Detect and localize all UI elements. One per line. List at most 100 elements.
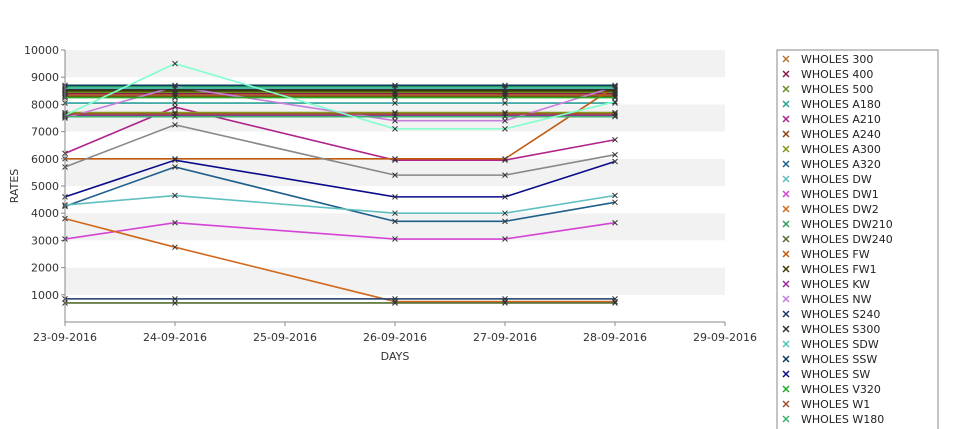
data-point <box>612 113 618 120</box>
legend-marker <box>782 325 790 333</box>
data-point <box>612 94 618 101</box>
legend-marker <box>782 85 790 93</box>
data-point <box>392 100 398 106</box>
data-point <box>502 94 508 101</box>
data-point <box>172 60 178 67</box>
data-point <box>172 164 178 170</box>
legend-item: WHOLES A240 <box>782 128 881 141</box>
legend-marker <box>782 115 790 123</box>
data-point <box>612 199 618 206</box>
legend-marker <box>782 340 790 348</box>
data-point <box>392 194 398 200</box>
data-point <box>392 94 398 101</box>
data-point <box>172 296 178 302</box>
legend-label: WHOLES W1 <box>801 398 870 411</box>
legend-marker <box>782 70 790 78</box>
legend-marker <box>782 385 790 393</box>
legend-item: WHOLES NW <box>782 293 872 306</box>
legend-label: WHOLES NW <box>801 293 872 306</box>
x-axis-ticks: 23-09-2016 24-09-2016 25-09-2016 26-09-2016… <box>33 322 757 344</box>
legend-marker <box>782 235 790 243</box>
legend-label: WHOLES A320 <box>801 158 881 171</box>
y-axis-label: RATES <box>8 169 21 204</box>
legend-label: WHOLES A300 <box>801 143 881 156</box>
data-point <box>502 100 508 106</box>
x-tick-label: 25-09-2016 <box>253 331 317 344</box>
legend-label: WHOLES SSW <box>801 353 877 366</box>
legend-item: WHOLES 500 <box>782 83 873 96</box>
data-point <box>612 82 618 89</box>
legend-item: WHOLES A320 <box>782 158 881 171</box>
grid-band <box>65 213 725 241</box>
legend-item: WHOLES DW <box>782 173 872 186</box>
x-tick-label: 28-09-2016 <box>583 331 647 344</box>
data-point <box>392 82 398 89</box>
legend: WHOLES 300 WHOLES 400 WHOLES 500 WHOLES A18… <box>776 49 939 429</box>
legend-item: WHOLES W1 <box>782 398 870 411</box>
legend-label: WHOLES FW1 <box>801 263 877 276</box>
legend-marker <box>782 220 790 228</box>
data-point <box>172 94 178 101</box>
legend-marker <box>782 145 790 153</box>
legend-label: WHOLES A180 <box>801 98 881 111</box>
legend-marker <box>782 310 790 318</box>
data-point <box>392 155 398 162</box>
data-point <box>612 98 618 105</box>
legend-label: WHOLES S300 <box>801 323 880 336</box>
x-tick-label: 27-09-2016 <box>473 331 537 344</box>
legend-label: WHOLES DW <box>801 173 872 186</box>
data-point <box>502 236 508 242</box>
data-point <box>172 219 178 226</box>
y-tick-label: 9000 <box>31 71 59 84</box>
legend-marker <box>782 265 790 273</box>
grid-band <box>65 50 725 78</box>
legend-label: WHOLES 400 <box>801 68 873 81</box>
data-point <box>392 172 398 178</box>
legend-marker <box>782 205 790 213</box>
legend-label: WHOLES FW <box>801 248 870 261</box>
legend-item: WHOLES SSW <box>782 353 877 366</box>
legend-marker <box>782 295 790 303</box>
legend-item: WHOLES DW1 <box>782 188 879 201</box>
legend-item: WHOLES A180 <box>782 98 881 111</box>
legend-marker <box>782 280 790 288</box>
legend-label: WHOLES S240 <box>801 308 880 321</box>
legend-label: WHOLES W180 <box>801 413 884 426</box>
data-point <box>502 210 508 217</box>
legend-label: WHOLES KW <box>801 278 870 291</box>
x-tick-label: 26-09-2016 <box>363 331 427 344</box>
legend-item: WHOLES DW2 <box>782 203 879 216</box>
data-point <box>612 192 618 199</box>
legend-marker <box>782 160 790 168</box>
grid-band <box>65 158 725 186</box>
data-point <box>392 210 398 217</box>
legend-marker <box>782 175 790 183</box>
data-point <box>392 126 398 132</box>
grid-band <box>65 186 725 214</box>
legend-item: WHOLES A210 <box>782 113 881 126</box>
data-point <box>172 113 178 120</box>
data-point <box>172 104 178 110</box>
legend-label: WHOLES 300 <box>801 53 873 66</box>
data-point <box>392 296 398 302</box>
y-tick-label: 7000 <box>31 126 59 139</box>
series <box>62 121 618 178</box>
data-point <box>172 192 178 199</box>
legend-item: WHOLES FW1 <box>782 263 877 276</box>
series <box>62 300 618 306</box>
axes <box>64 50 725 323</box>
data-point <box>502 300 508 306</box>
legend-box <box>776 49 939 429</box>
legend-label: WHOLES SDW <box>801 338 879 351</box>
legend-item: WHOLES 400 <box>782 68 873 81</box>
data-point <box>172 100 178 106</box>
data-point <box>502 113 508 120</box>
series <box>62 192 618 217</box>
data-point <box>612 300 618 306</box>
legend-marker <box>782 250 790 258</box>
data-point <box>612 296 618 302</box>
y-tick-label: 3000 <box>31 234 59 247</box>
y-tick-label: 4000 <box>31 207 59 220</box>
legend-item: WHOLES S300 <box>782 323 880 336</box>
data-point <box>502 172 508 178</box>
